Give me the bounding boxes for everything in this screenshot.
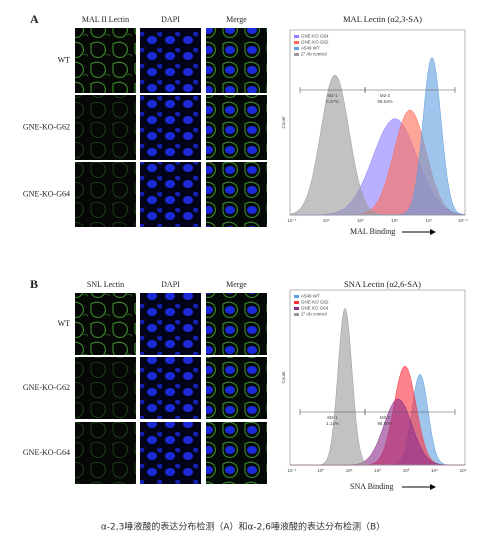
column-header: MAL II Lectin — [82, 15, 129, 24]
micrograph — [206, 28, 267, 93]
x-tick-label: 10⁰ — [317, 468, 324, 473]
y-axis-label: Count — [281, 371, 286, 384]
micrograph — [206, 422, 267, 484]
arrow-head — [430, 484, 436, 490]
x-tick-label: 10⁵ — [357, 218, 364, 223]
x-axis-label: MAL Binding — [350, 227, 395, 236]
gate-percent: 99.63% — [377, 99, 392, 104]
legend-entry: 2° Ab control — [301, 52, 327, 57]
caption: α-2,3唾液酸的表达分布检测（A）和α-2,6唾液酸的表达分布检测（B） — [101, 521, 385, 533]
column-header: DAPI — [161, 15, 180, 24]
legend-swatch — [294, 301, 299, 304]
x-tick-label: 10³ — [403, 468, 410, 473]
histogram-curve — [290, 307, 465, 466]
micrograph — [140, 422, 201, 484]
micrograph — [206, 162, 267, 227]
histogram-curve — [290, 398, 466, 466]
x-tick-label: 10⁻¹ — [288, 468, 297, 473]
x-tick-label: 10⁷ — [425, 218, 432, 223]
legend-entry: GNE-KO G62 — [301, 40, 329, 45]
column-header: DAPI — [161, 280, 180, 289]
panel-label: B — [30, 277, 38, 291]
x-tick-label: 10⁵ — [460, 468, 467, 473]
legend-swatch — [294, 313, 299, 316]
legend-entry: GNE KO G64 — [301, 306, 329, 311]
micrograph — [140, 28, 201, 93]
x-tick-label: 10⁷·⁹ — [458, 218, 468, 223]
gate-name: M2-1 — [327, 93, 338, 98]
x-tick-label: 10⁶ — [391, 218, 398, 223]
row-label: GNE-KO-G64 — [23, 448, 70, 457]
legend-entry: A549 WT — [301, 46, 320, 51]
column-header: Merge — [226, 280, 247, 289]
row-label: GNE-KO-G62 — [23, 122, 70, 131]
legend-swatch — [294, 295, 299, 298]
legend-swatch — [294, 53, 299, 56]
gate-name: M2-2 — [380, 415, 391, 420]
micrograph — [75, 28, 136, 93]
panel-label: A — [30, 12, 39, 26]
histogram-curve — [289, 74, 465, 216]
x-tick-label: 10¹ — [346, 468, 353, 473]
x-tick-label: 10² — [374, 468, 381, 473]
micrograph — [140, 293, 201, 355]
histogram-title: SNA Lectin (α2,6-SA) — [344, 279, 421, 289]
row-label: WT — [58, 319, 71, 328]
micrograph — [75, 422, 136, 484]
y-axis-label: Count — [281, 116, 286, 129]
micrograph — [75, 95, 136, 160]
x-tick-label: 10⁴ — [431, 468, 438, 473]
column-header: Merge — [226, 15, 247, 24]
micrograph — [140, 357, 201, 419]
arrow-head — [430, 229, 436, 235]
micrograph — [75, 357, 136, 419]
micrograph — [206, 95, 267, 160]
gate-percent: 0.37% — [326, 99, 339, 104]
legend-entry: 2° Ab control — [301, 312, 327, 317]
legend-entry: GNE-KO G64 — [301, 34, 329, 39]
micrograph — [75, 162, 136, 227]
x-tick-label: 10⁴ — [323, 218, 330, 223]
gate-name: M2-2 — [380, 93, 391, 98]
micrograph — [206, 357, 267, 419]
x-tick-label: 10⁻¹ — [288, 218, 297, 223]
row-label: GNE-KO-G64 — [23, 189, 70, 198]
micrograph — [206, 293, 267, 355]
histogram-title: MAL Lectin (α2,3-SA) — [343, 14, 422, 24]
legend-swatch — [294, 307, 299, 310]
x-axis-label: SNA Binding — [350, 482, 393, 491]
legend-swatch — [294, 47, 299, 50]
row-label: GNE-KO-G62 — [23, 383, 70, 392]
legend-swatch — [294, 35, 299, 38]
micrograph — [75, 293, 136, 355]
micrograph — [140, 162, 201, 227]
column-header: SNL Lectin — [87, 280, 124, 289]
row-label: WT — [58, 55, 71, 64]
legend-entry: GNE-KO G62 — [301, 300, 329, 305]
micrograph — [140, 95, 201, 160]
gate-percent: 1.14% — [326, 421, 339, 426]
gate-percent: 98.86% — [377, 421, 392, 426]
legend-entry: A549 WT — [301, 294, 320, 299]
legend-swatch — [294, 41, 299, 44]
gate-name: M2-1 — [327, 415, 338, 420]
